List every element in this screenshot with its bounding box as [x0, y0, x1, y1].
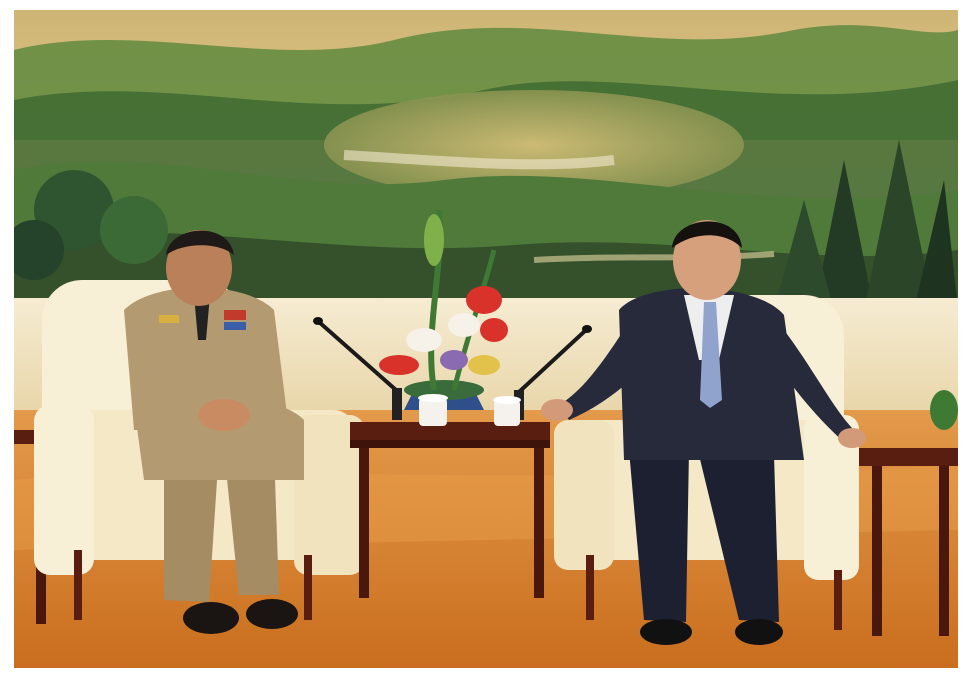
person-right-suit: [541, 220, 866, 645]
photo: [14, 10, 958, 668]
side-table-right: [859, 390, 958, 636]
microphone-icon: [313, 317, 402, 420]
tea-cup-icon: [493, 396, 521, 426]
tea-cup-icon: [418, 394, 448, 426]
landscape-mural: [14, 10, 958, 310]
center-table: [350, 422, 550, 598]
photo-scene: [14, 10, 958, 668]
person-left-uniform: [124, 230, 304, 634]
